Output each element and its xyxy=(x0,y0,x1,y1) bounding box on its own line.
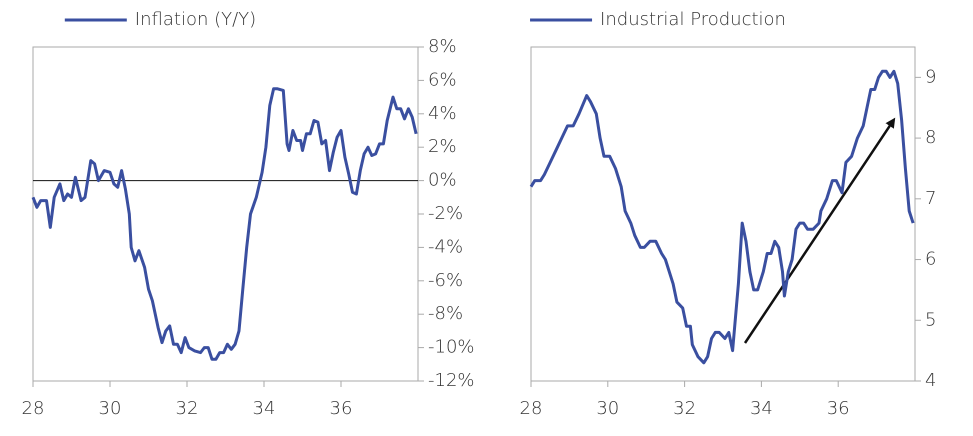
y-tick-label: -4% xyxy=(428,236,463,257)
x-tick-label: 32 xyxy=(176,398,199,419)
legend-label: Inflation (Y/Y) xyxy=(135,9,256,30)
y-tick-label: 6 xyxy=(925,249,936,270)
y-tick-label: 6% xyxy=(428,69,457,90)
x-tick-label: 34 xyxy=(750,398,773,419)
x-tick-label: 30 xyxy=(596,398,619,419)
y-tick-label: 8% xyxy=(428,36,457,57)
x-tick-label: 28 xyxy=(520,398,543,419)
x-tick-label: 36 xyxy=(827,398,850,419)
x-tick-label: 30 xyxy=(99,398,122,419)
x-tick-label: 36 xyxy=(330,398,353,419)
y-tick-label: 5 xyxy=(925,309,936,330)
y-tick-label: 7 xyxy=(925,188,936,209)
y-tick-label: 8 xyxy=(925,127,936,148)
x-tick-label: 32 xyxy=(673,398,696,419)
plot-frame xyxy=(530,46,916,382)
y-tick-label: -8% xyxy=(428,303,463,324)
y-tick-label: 4 xyxy=(925,370,936,391)
y-tick-label: 9 xyxy=(925,66,936,87)
x-tick-label: 34 xyxy=(253,398,276,419)
legend-label: Industrial Production xyxy=(600,9,786,30)
y-tick-label: -6% xyxy=(428,270,463,291)
x-tick-label: 28 xyxy=(22,398,45,419)
plot-frame xyxy=(32,46,419,382)
y-tick-label: -10% xyxy=(428,337,475,358)
trend-arrow xyxy=(743,117,896,344)
data-line xyxy=(31,87,418,361)
y-tick-label: -12% xyxy=(428,370,475,391)
y-tick-label: 0% xyxy=(428,170,457,191)
y-tick-label: 4% xyxy=(428,103,457,124)
y-tick-label: -2% xyxy=(428,203,463,224)
y-tick-label: 2% xyxy=(428,136,457,157)
data-line xyxy=(529,69,915,365)
